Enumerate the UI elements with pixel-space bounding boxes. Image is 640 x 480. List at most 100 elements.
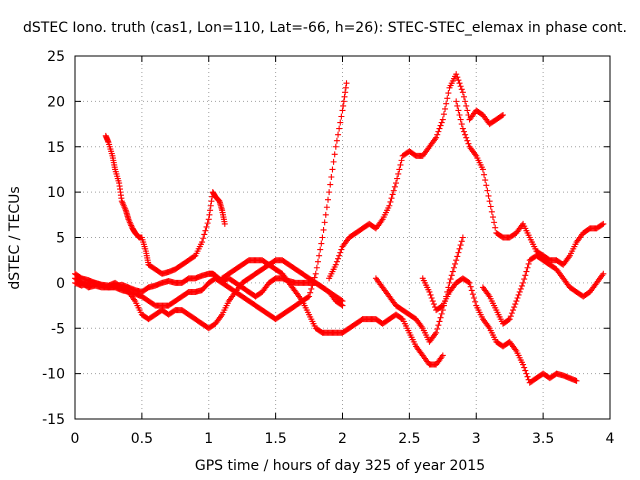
data-point <box>523 370 530 377</box>
data-point <box>456 111 463 118</box>
data-point <box>426 288 433 295</box>
data-point <box>439 352 446 359</box>
data-point <box>453 71 460 78</box>
data-point <box>523 268 530 275</box>
data-point <box>206 211 213 218</box>
data-point <box>387 198 394 205</box>
data-point <box>450 264 457 271</box>
data-point <box>458 86 465 93</box>
data-point <box>386 202 393 209</box>
data-point <box>335 255 342 262</box>
data-point <box>458 121 465 128</box>
data-point <box>514 295 521 301</box>
data-point <box>202 227 209 234</box>
data-point <box>328 174 335 180</box>
data-point <box>447 276 454 283</box>
y-tick-label: 0 <box>56 276 65 292</box>
data-point <box>492 224 499 231</box>
data-point <box>335 131 342 138</box>
y-tick-label: -10 <box>42 367 65 383</box>
y-tick-label: 25 <box>47 49 65 65</box>
data-point <box>472 298 479 305</box>
data-point <box>338 297 345 304</box>
data-point <box>442 298 449 305</box>
data-point <box>454 253 461 260</box>
data-marks <box>72 71 607 386</box>
data-point <box>521 364 528 371</box>
data-point <box>507 313 514 320</box>
data-point <box>339 107 346 114</box>
data-point <box>437 314 444 321</box>
data-point <box>398 157 405 164</box>
data-point <box>463 102 470 109</box>
data-point <box>471 295 478 301</box>
data-point <box>325 196 332 203</box>
x-axis-label: GPS time / hours of day 325 of year 2015 <box>195 458 485 474</box>
data-point <box>469 291 476 298</box>
data-point <box>436 125 443 132</box>
data-point <box>482 177 489 184</box>
data-point <box>445 284 452 291</box>
data-point <box>506 316 513 323</box>
data-point <box>307 289 314 296</box>
x-tick-label: 2.5 <box>398 431 420 447</box>
data-point <box>208 198 215 205</box>
x-tick-label: 3 <box>472 431 481 447</box>
data-point <box>455 77 462 84</box>
data-point <box>462 131 469 138</box>
data-point <box>459 89 466 96</box>
data-point <box>455 249 462 256</box>
data-point <box>435 322 442 329</box>
data-point <box>430 301 437 308</box>
data-point <box>463 134 470 141</box>
data-point <box>440 111 447 118</box>
data-point <box>333 258 340 265</box>
data-point <box>390 187 397 194</box>
data-point <box>438 119 445 126</box>
data-point <box>397 161 404 168</box>
data-point <box>322 211 329 218</box>
data-point <box>340 98 347 105</box>
data-point <box>484 187 491 194</box>
data-point <box>489 214 496 221</box>
data-point <box>465 140 472 147</box>
data-point <box>599 221 606 228</box>
data-point <box>440 302 447 309</box>
data-point <box>466 279 473 286</box>
data-point <box>331 151 338 158</box>
data-point <box>434 131 441 138</box>
data-point <box>449 268 456 275</box>
data-point <box>199 239 206 246</box>
data-point <box>342 84 349 91</box>
y-axis-label: dSTEC / TECUs <box>7 186 23 289</box>
data-point <box>443 293 450 300</box>
data-point <box>518 282 525 289</box>
data-point <box>327 181 334 188</box>
data-point <box>468 287 475 294</box>
data-point <box>522 272 529 279</box>
data-point <box>500 111 506 118</box>
data-point <box>306 293 313 300</box>
data-point <box>437 122 444 129</box>
data-point <box>329 166 336 173</box>
data-point <box>600 270 607 277</box>
x-tick-label: 1.5 <box>264 431 286 447</box>
data-point <box>205 216 212 223</box>
data-point <box>458 238 465 245</box>
data-point <box>524 264 531 271</box>
data-point <box>460 93 467 100</box>
data-point <box>600 220 607 227</box>
data-point <box>522 367 529 374</box>
data-point <box>457 83 464 90</box>
y-tick-label: 10 <box>47 185 65 201</box>
data-point <box>333 137 340 144</box>
y-tick-label: 15 <box>47 140 65 156</box>
data-point <box>525 260 532 267</box>
data-point <box>204 220 211 227</box>
data-point <box>459 234 466 241</box>
data-point <box>395 170 402 177</box>
data-point <box>338 246 345 253</box>
data-point <box>308 285 315 292</box>
data-point <box>438 310 445 317</box>
data-point <box>488 208 495 215</box>
